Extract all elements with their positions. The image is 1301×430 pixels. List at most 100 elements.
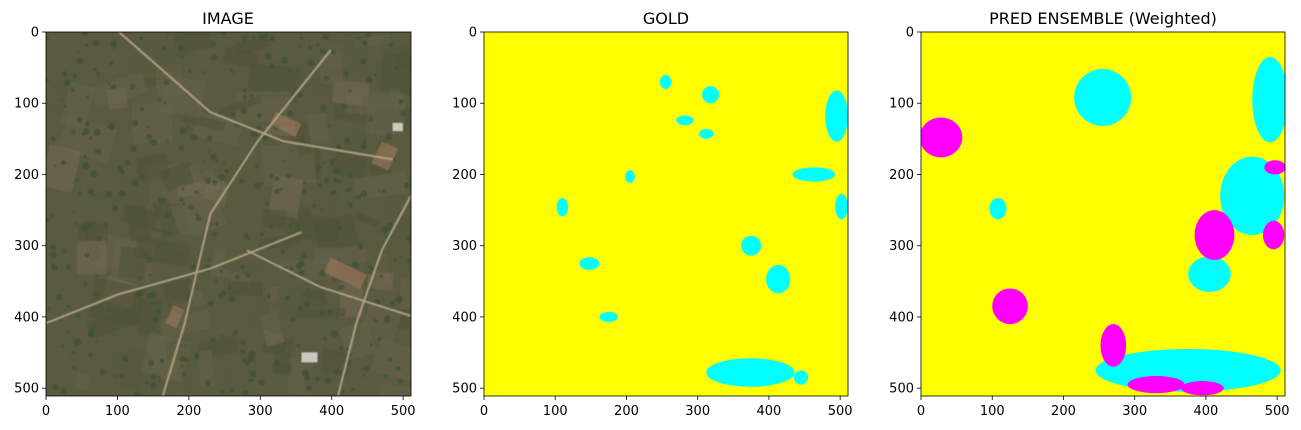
- tree: [62, 248, 67, 254]
- tree: [274, 359, 280, 366]
- tree: [355, 194, 362, 200]
- segment-class-cyan: [793, 370, 809, 385]
- tree: [127, 126, 131, 130]
- tree: [70, 87, 75, 93]
- tree: [94, 148, 102, 155]
- tree: [368, 270, 373, 275]
- field-patch: [60, 81, 96, 129]
- tree: [343, 71, 349, 77]
- tree: [304, 375, 311, 381]
- x-tick-label: 0: [480, 404, 488, 419]
- tree: [281, 249, 285, 254]
- tree: [318, 356, 321, 359]
- tree: [179, 197, 184, 202]
- field-patch: [354, 212, 381, 228]
- x-tick-label: 100: [543, 404, 568, 419]
- tree: [207, 150, 210, 153]
- field-patch: [106, 87, 128, 110]
- tree: [85, 43, 89, 47]
- tree: [132, 315, 135, 319]
- tree: [315, 43, 319, 47]
- tree: [398, 98, 404, 105]
- tree: [95, 236, 101, 242]
- tree: [149, 301, 154, 306]
- y-tick-label: 100: [452, 97, 477, 112]
- tree: [137, 275, 142, 281]
- field-patch: [378, 382, 411, 396]
- tree: [298, 44, 302, 48]
- tree: [345, 188, 349, 193]
- tree: [203, 71, 207, 74]
- tree: [298, 269, 306, 277]
- tree: [269, 63, 275, 69]
- tree: [150, 139, 157, 146]
- tree: [84, 121, 91, 127]
- tree: [83, 154, 87, 158]
- x-axis: 0 100 200 300 400 500: [480, 396, 853, 419]
- tree: [94, 274, 98, 278]
- field-patch: [370, 338, 411, 384]
- tree: [152, 316, 159, 323]
- tree: [269, 224, 274, 229]
- tree: [300, 252, 307, 259]
- plot-area: [483, 31, 849, 397]
- tree: [311, 203, 317, 209]
- field-patch: [332, 80, 370, 106]
- tree: [296, 223, 301, 228]
- tree: [72, 366, 77, 371]
- y-tick-label: 200: [452, 168, 477, 183]
- tree: [50, 244, 57, 251]
- tree: [188, 204, 194, 210]
- tree: [90, 170, 97, 178]
- tree: [240, 107, 248, 115]
- tree: [326, 309, 334, 316]
- tree: [140, 174, 145, 179]
- tree: [221, 290, 227, 296]
- tree: [348, 188, 352, 192]
- tree: [282, 159, 285, 163]
- tree: [274, 188, 280, 194]
- y-tick-label: 100: [14, 97, 39, 112]
- field-patch: [227, 280, 264, 297]
- field-patch: [294, 120, 313, 156]
- tree: [209, 153, 217, 161]
- tree: [385, 133, 393, 141]
- tree: [188, 163, 192, 167]
- tree: [144, 252, 147, 256]
- tree: [206, 135, 213, 141]
- tree: [259, 379, 265, 386]
- tree: [60, 344, 65, 349]
- tree: [139, 106, 145, 111]
- y-tick-label: 400: [452, 310, 477, 325]
- y-tick-label: 300: [889, 239, 914, 254]
- tree: [139, 36, 144, 40]
- tree: [60, 159, 66, 166]
- tree: [338, 345, 344, 351]
- x-axis: 0 100 200 300 400 500: [42, 396, 416, 419]
- tree: [182, 201, 186, 206]
- bare-soil: [371, 141, 399, 171]
- photo-texture: [46, 32, 411, 396]
- tree: [324, 377, 332, 384]
- tree: [76, 116, 83, 123]
- tree: [231, 70, 234, 74]
- x-tick-label: 200: [614, 404, 639, 419]
- tree: [348, 89, 352, 93]
- tree: [302, 370, 309, 377]
- tree: [373, 73, 377, 77]
- tree: [229, 389, 234, 393]
- tree: [50, 251, 58, 259]
- tree: [241, 35, 248, 42]
- tree: [348, 203, 353, 208]
- tree: [297, 306, 304, 312]
- tree: [363, 144, 367, 148]
- x-axis: 0 100 200 300 400 500: [917, 396, 1290, 419]
- tree: [179, 127, 187, 135]
- tree: [93, 67, 98, 71]
- tree: [134, 391, 141, 396]
- segment-class-cyan: [556, 197, 569, 217]
- tree: [261, 34, 267, 40]
- road: [46, 231, 302, 325]
- tree: [322, 33, 329, 40]
